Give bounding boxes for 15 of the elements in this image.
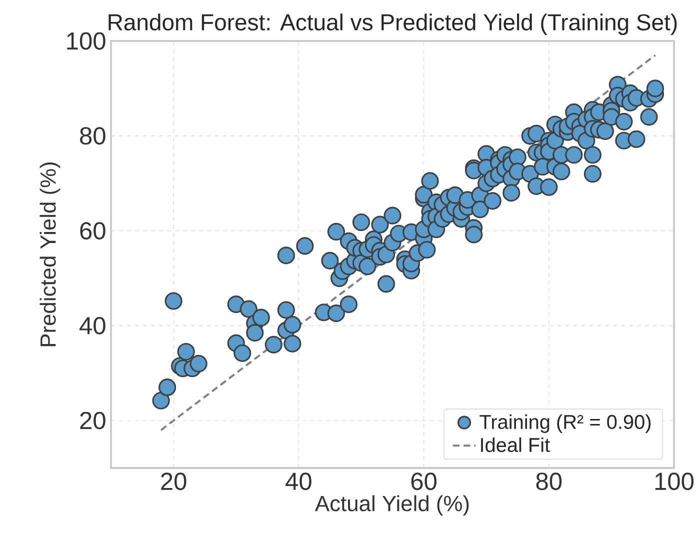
- y-axis-title: Predicted Yield (%): [40, 162, 60, 346]
- y-tick-label: 20: [80, 412, 106, 430]
- x-tick-label: 40: [286, 472, 312, 490]
- x-axis-title: Actual Yield (%): [314, 495, 469, 516]
- x-tick-label: 80: [536, 472, 562, 490]
- x-tick-label: 100: [655, 472, 694, 490]
- y-tick-label: 60: [80, 222, 106, 240]
- x-tick-label: 20: [161, 472, 186, 490]
- legend-label: Ideal Fit: [481, 437, 550, 452]
- x-tick-label: 60: [411, 472, 436, 490]
- legend-label: Training (R² = 0.90): [480, 414, 651, 433]
- y-tick-label: 100: [67, 32, 106, 50]
- y-tick-label: 80: [80, 127, 106, 145]
- y-tick-label: 40: [80, 316, 106, 334]
- chart-title: Random Forest: Actual vs Predicted Yield (Training Set): [108, 14, 677, 36]
